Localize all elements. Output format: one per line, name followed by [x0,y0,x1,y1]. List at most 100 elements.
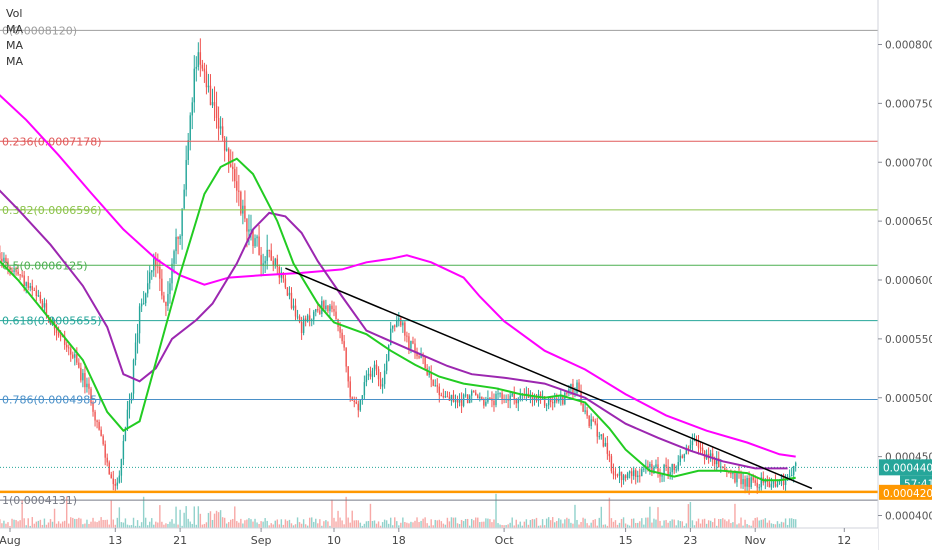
volume-bar [497,523,499,528]
candle-body [290,292,293,309]
last-price-badge [879,459,932,476]
volume-bar [142,496,145,528]
trendline[interactable] [285,267,813,490]
volume-bar [61,521,64,528]
volume-bar [794,519,797,528]
candle-body [311,319,313,321]
volume-bar [641,518,643,528]
time-tick-label: 12 [837,534,851,547]
candle-body [37,295,40,297]
candle-body [238,190,240,192]
candle-body [740,473,742,485]
legend-item-ma[interactable]: MA [6,39,24,52]
volume-bar [495,493,497,528]
volume-bar [525,519,528,528]
volume-bar [258,523,260,528]
volume-bar [167,523,169,528]
trendline-line[interactable] [285,267,813,490]
candle-body [189,115,191,141]
candle-body [313,311,315,320]
volume-bar [547,517,550,528]
candle-body [266,249,268,261]
volume-bar [110,500,112,528]
volume-bar [732,522,734,528]
volume-bar [529,520,532,528]
volume-bar [517,524,519,528]
volume-bar [450,517,453,528]
legend-item-vol[interactable]: Vol [6,7,23,20]
volume-bar [21,499,23,528]
candle-body [697,442,700,448]
candle-body [635,470,637,477]
legend-item-ma[interactable]: MA [6,23,24,36]
candle-body [272,260,274,266]
time-axis[interactable]: Aug 13 21 Sep 10 18 Oct 15 23 Nov 12 [0,527,878,550]
volume-bar [558,518,560,528]
candle-body [254,238,256,247]
candle-body [535,395,538,401]
candle-body [602,434,605,447]
volume-bar [11,518,13,528]
candle-body [108,462,110,475]
candle-body [539,394,542,398]
volume-bar [511,517,513,528]
moving-average-lines [0,94,796,482]
volume-bar [612,521,615,528]
fib-level-label: 0.786(0.0004985) [2,394,102,407]
volume-bar [493,519,495,528]
candle-body [643,468,645,470]
volume-bar [387,523,390,528]
candle-body [442,395,445,398]
volume-bar [68,523,70,528]
candle-body [655,464,657,468]
candle-body [679,455,681,463]
candle-body [547,398,550,406]
candle-body [1,258,3,262]
volume-bar [165,523,167,528]
candle-body [754,480,756,483]
volume-bar [92,517,94,528]
volume-bar [215,510,218,528]
volume-bar [171,519,173,528]
volume-bar [772,523,775,528]
candle-body [315,309,317,312]
volume-bar [661,525,663,528]
candle-body [732,472,734,475]
volume-bar [264,518,266,528]
volume-bar [223,517,226,528]
volume-bar [768,520,771,528]
candle-body [193,68,195,103]
volume-bar [294,524,297,528]
volume-bar [722,518,724,528]
volume-bar [134,525,137,528]
volume-bar [177,524,179,528]
time-tick-label: Sep [251,534,272,547]
candle-body [576,382,578,394]
volume-bar [353,520,355,528]
volume-bar [369,503,372,528]
candle-body [689,445,692,449]
candle-body [614,474,617,476]
volume-bar [379,525,382,528]
volume-bar [268,525,270,528]
candle-body [454,399,457,403]
candle-body [572,383,574,395]
candle-body [606,442,609,454]
volume-bar [232,518,234,528]
candle-body [756,482,758,488]
candle-body [456,399,459,403]
candle-body [479,396,481,399]
candle-body [63,336,66,345]
candle-body [126,409,129,428]
candle-body [632,470,635,477]
candle-body [157,266,159,268]
candle-body [612,471,615,475]
volume-bar [513,525,515,528]
candle-body [274,258,276,266]
candle-body [161,278,163,296]
legend-item-ma[interactable]: MA [6,55,24,68]
